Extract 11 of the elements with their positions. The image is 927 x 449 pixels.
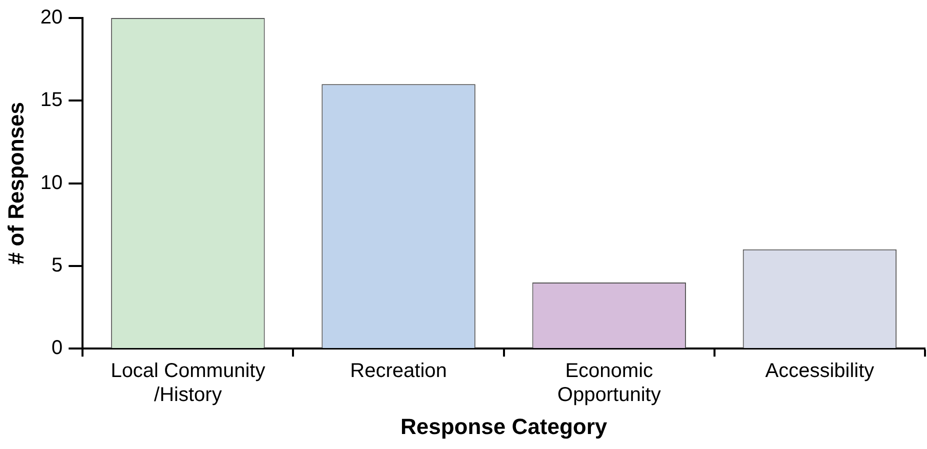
x-axis-title: Response Category — [400, 414, 608, 439]
y-tick-label: 10 — [40, 172, 63, 194]
y-axis-title: # of Responses — [3, 102, 28, 265]
x-tick-label: Economic Opportunity — [557, 360, 661, 406]
y-tick-label: 15 — [40, 89, 63, 112]
y-tick-label: 0 — [52, 337, 63, 360]
y-tick-label: 20 — [40, 6, 63, 29]
x-tick-label: Local Community /History — [110, 360, 266, 406]
y-tick-label: 5 — [52, 254, 63, 276]
x-tick-label: Accessibility — [765, 360, 874, 382]
x-tick-label: Recreation — [350, 360, 447, 382]
